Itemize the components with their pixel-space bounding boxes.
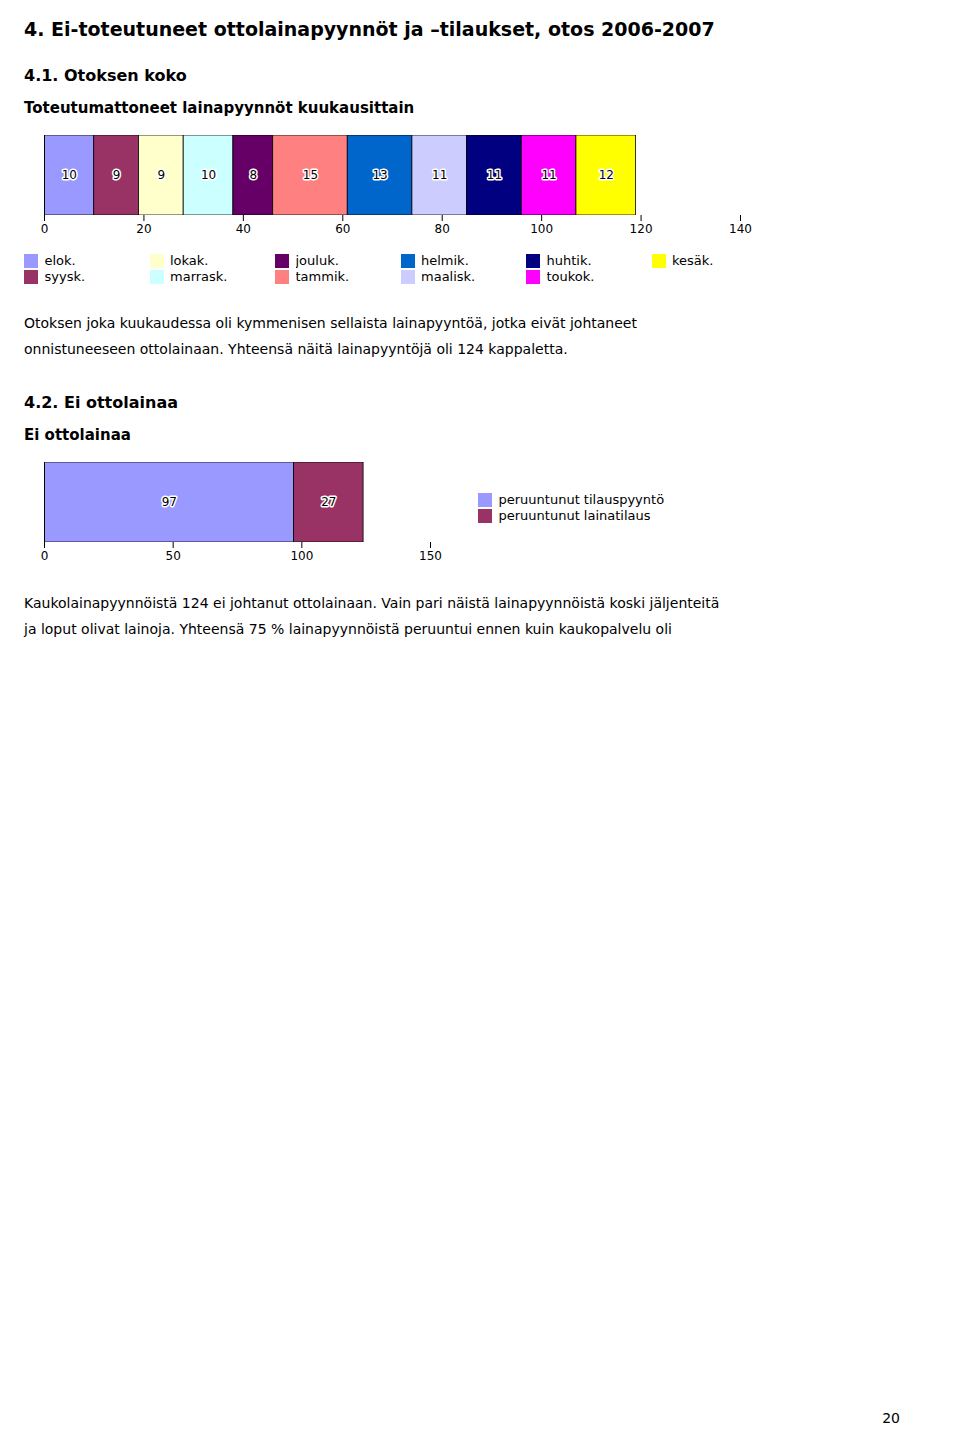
html-text:marrask.: marrask. [170, 269, 228, 284]
svg-text:12: 12 [599, 168, 614, 182]
svg-text:10: 10 [201, 168, 216, 182]
svg-text:8: 8 [249, 168, 257, 182]
html-text:onnistuneeseen ottolainaan. Yh: onnistuneeseen ottolainaan. Yhteensä näi… [24, 341, 568, 358]
svg-text:120: 120 [630, 222, 653, 236]
svg-text:13: 13 [372, 168, 387, 182]
html-text:kesäk.: kesäk. [672, 253, 714, 268]
svg-text:10: 10 [62, 168, 77, 182]
svg-text:100: 100 [530, 222, 553, 236]
html-text:helmik.: helmik. [421, 253, 469, 268]
svg-text:0: 0 [41, 549, 49, 563]
html-text:4. Ei-toteutuneet ottolainapyy: 4. Ei-toteutuneet ottolainapyynnöt ja –t… [24, 18, 715, 40]
html-text:huhtik.: huhtik. [546, 253, 592, 268]
html-text:Kaukolainapyynnöistä 124 ei jo: Kaukolainapyynnöistä 124 ei johtanut ott… [24, 594, 720, 611]
svg-text:97: 97 [162, 495, 177, 509]
svg-text:50: 50 [166, 549, 181, 563]
svg-text:40: 40 [236, 222, 251, 236]
html-text:toukok.: toukok. [546, 269, 595, 284]
html-text:syysk.: syysk. [44, 269, 86, 284]
svg-text:9: 9 [158, 168, 166, 182]
svg-text:100: 100 [290, 549, 313, 563]
html-text:20: 20 [882, 1410, 900, 1426]
html-text:4.1. Otoksen koko: 4.1. Otoksen koko [24, 66, 187, 85]
html-text:maalisk.: maalisk. [421, 269, 476, 284]
svg-text:140: 140 [729, 222, 752, 236]
svg-text:60: 60 [335, 222, 350, 236]
html-text:elok.: elok. [44, 253, 76, 268]
html-text:Otoksen joka kuukaudessa oli k: Otoksen joka kuukaudessa oli kymmenisen … [24, 314, 637, 331]
html-text:jouluk.: jouluk. [295, 253, 339, 268]
svg-text:11: 11 [487, 168, 502, 182]
html-text:tammik.: tammik. [295, 269, 350, 284]
html-text:peruuntunut lainatilaus: peruuntunut lainatilaus [498, 508, 651, 524]
svg-text:0: 0 [41, 222, 49, 236]
html-text:peruuntunut tilauspyyntö: peruuntunut tilauspyyntö [498, 492, 665, 508]
html-text:Ei ottolainaa: Ei ottolainaa [24, 425, 131, 444]
html-text:lokak.: lokak. [170, 253, 209, 268]
svg-text:20: 20 [136, 222, 151, 236]
svg-text:9: 9 [113, 168, 121, 182]
svg-text:150: 150 [419, 549, 442, 563]
svg-text:80: 80 [435, 222, 450, 236]
svg-text:15: 15 [303, 168, 318, 182]
svg-text:11: 11 [541, 168, 556, 182]
svg-text:27: 27 [321, 495, 336, 509]
html-text:4.2. Ei ottolainaa: 4.2. Ei ottolainaa [24, 392, 178, 412]
svg-text:11: 11 [432, 168, 447, 182]
html-text:ja loput olivat lainoja. Yhtee: ja loput olivat lainoja. Yhteensä 75 % l… [24, 621, 672, 638]
html-text:Toteutumattoneet lainapyynnöt: Toteutumattoneet lainapyynnöt kuukausitt… [24, 99, 415, 117]
